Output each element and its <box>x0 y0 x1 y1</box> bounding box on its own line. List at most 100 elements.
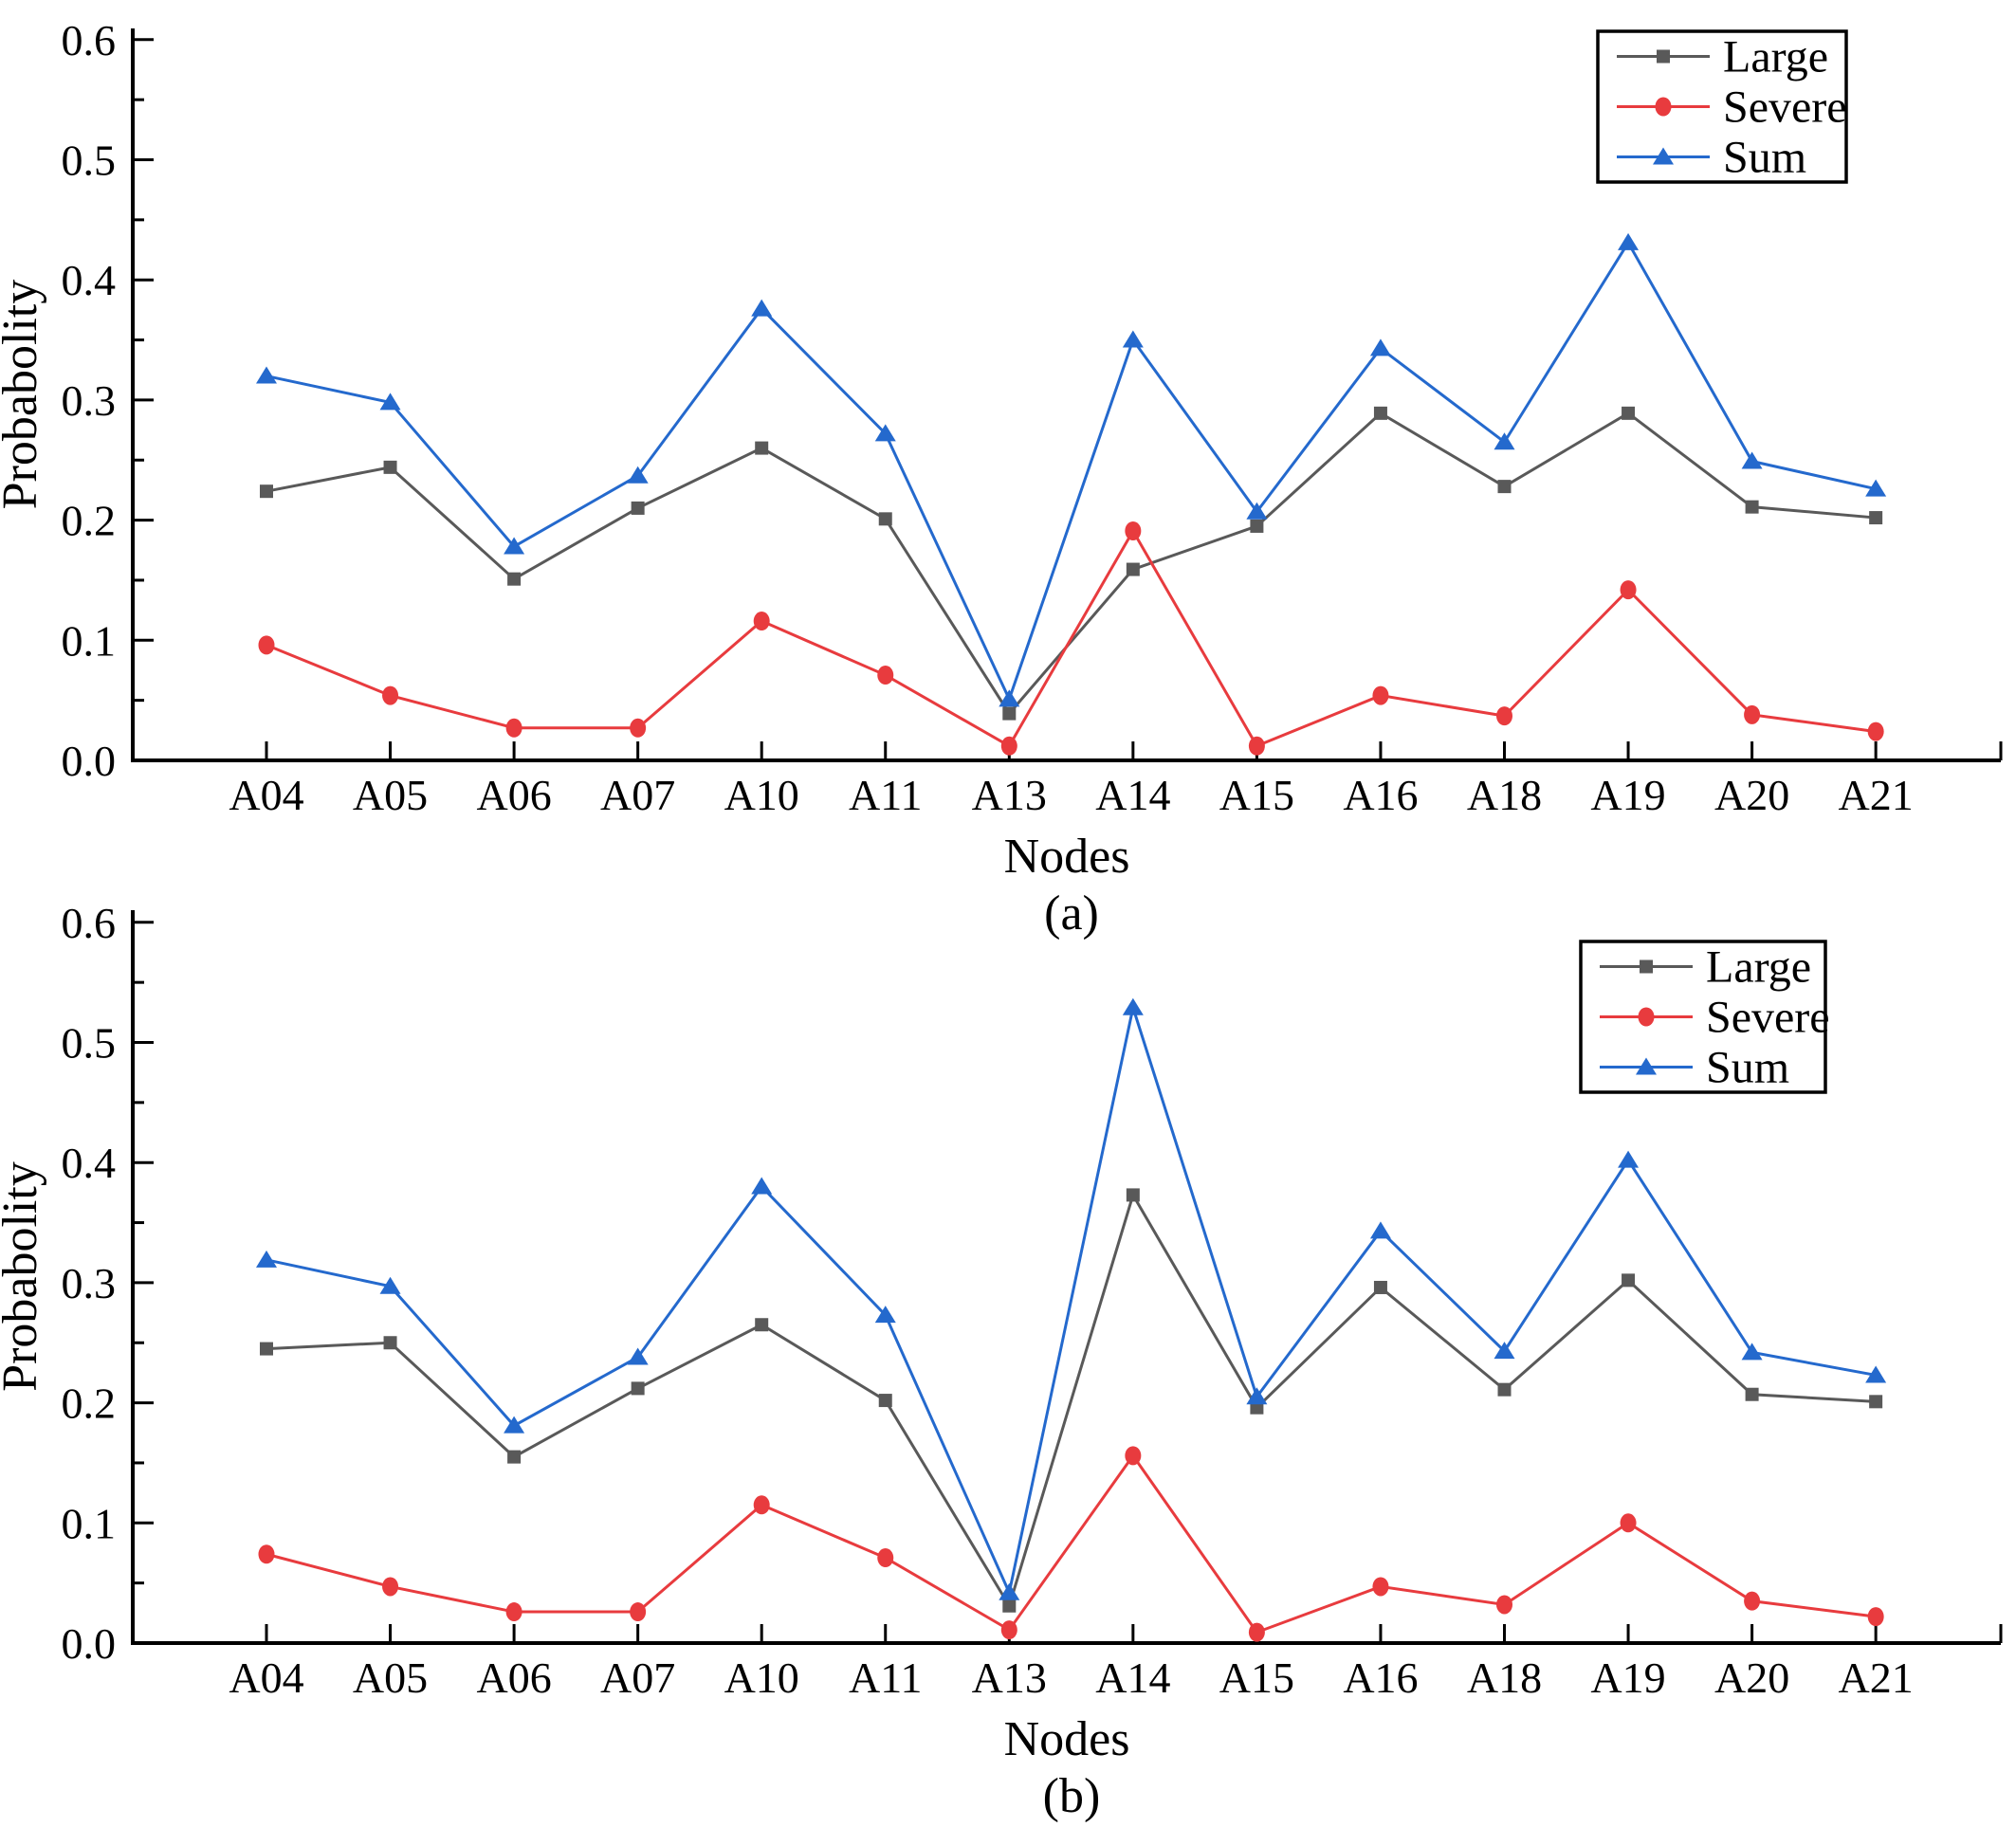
x-tick-label-b: A11 <box>849 1653 923 1702</box>
x-tick-label-b: A15 <box>1219 1653 1294 1702</box>
data-point-large-A13-b <box>1002 1599 1017 1613</box>
data-point-sum-A10-b <box>751 1177 773 1195</box>
legend-label-severe-b: Severe <box>1706 993 1830 1043</box>
data-point-severe-A16-a <box>1372 685 1389 705</box>
data-point-sum-A07-b <box>627 1347 649 1365</box>
legend-label-large-a: Large <box>1723 32 1828 82</box>
data-point-large-A04-a <box>260 484 273 499</box>
x-tick-label-b: A05 <box>353 1653 428 1702</box>
x-tick-label-a: A18 <box>1467 771 1542 819</box>
data-point-severe-A21-b <box>1867 1607 1884 1627</box>
data-point-large-A15-a <box>1250 519 1264 533</box>
data-point-severe-A18-a <box>1496 706 1512 726</box>
x-tick-label-a: A13 <box>972 771 1047 819</box>
x-tick-label-b: A13 <box>972 1653 1047 1702</box>
x-axis-title-a: Nodes <box>1004 830 1130 884</box>
y-tick-label-a: 0.3 <box>62 376 117 425</box>
data-point-sum-A11-b <box>874 1306 896 1324</box>
data-point-large-A10-a <box>755 441 769 455</box>
data-point-large-A14-b <box>1126 1188 1140 1202</box>
data-point-sum-A14-b <box>1122 997 1144 1015</box>
series-line-severe-b <box>266 1452 1877 1635</box>
data-point-large-A11-b <box>878 1394 892 1408</box>
y-tick-label-a: 0.6 <box>62 16 117 64</box>
data-point-large-A18-a <box>1497 480 1512 494</box>
y-tick-label-b: 0.6 <box>62 899 117 947</box>
y-tick-label-b: 0.2 <box>62 1379 117 1428</box>
x-tick-label-a: A15 <box>1219 771 1294 819</box>
x-tick-label-a: A21 <box>1839 771 1914 819</box>
data-point-sum-A04-a <box>256 366 277 384</box>
data-point-severe-A19-a <box>1620 580 1637 600</box>
data-point-sum-A21-a <box>1865 479 1887 497</box>
data-point-sum-A06-b <box>504 1416 525 1434</box>
y-tick-label-a: 0.2 <box>62 497 117 545</box>
data-point-sum-A11-a <box>874 424 896 442</box>
series-line-large-a <box>266 411 1877 717</box>
data-point-large-A19-a <box>1622 406 1636 420</box>
series-line-sum-a <box>266 239 1877 703</box>
x-tick-label-b: A14 <box>1095 1653 1170 1702</box>
x-tick-label-a: A06 <box>476 771 551 819</box>
data-point-severe-A07-a <box>630 718 647 738</box>
x-tick-label-a: A11 <box>849 771 923 819</box>
data-point-sum-A13-b <box>999 1582 1020 1600</box>
data-point-sum-A05-a <box>379 393 401 411</box>
y-tick-label-b: 0.3 <box>62 1259 117 1307</box>
data-point-severe-A14-a <box>1125 521 1142 541</box>
data-point-large-A21-a <box>1869 511 1883 525</box>
data-point-severe-A18-b <box>1496 1595 1512 1615</box>
data-point-large-A20-a <box>1745 500 1759 514</box>
data-point-large-A05-b <box>383 1336 397 1350</box>
y-tick-label-b: 0.5 <box>62 1019 117 1068</box>
legend-label-severe-a: Severe <box>1723 82 1847 133</box>
data-point-severe-A06-b <box>505 1602 522 1622</box>
data-point-severe-A04-b <box>258 1544 275 1564</box>
legend-marker-sum-a <box>1653 147 1674 165</box>
data-point-sum-A16-b <box>1369 1221 1391 1239</box>
x-tick-label-b: A06 <box>476 1653 551 1702</box>
data-point-severe-A20-b <box>1744 1591 1761 1611</box>
x-tick-label-b: A21 <box>1839 1653 1914 1702</box>
x-tick-label-b: A04 <box>229 1653 303 1702</box>
x-tick-label-a: A10 <box>724 771 799 819</box>
data-point-severe-A14-b <box>1125 1446 1142 1466</box>
y-tick-label-a: 0.5 <box>62 137 117 185</box>
data-point-severe-A19-b <box>1620 1513 1637 1533</box>
data-point-sum-A16-a <box>1369 338 1391 356</box>
panel-caption-b: (b) <box>1043 1769 1101 1822</box>
data-point-sum-A05-b <box>379 1276 401 1294</box>
data-point-large-A19-b <box>1622 1273 1636 1288</box>
data-point-severe-A16-b <box>1372 1577 1389 1597</box>
data-point-severe-A05-b <box>382 1577 399 1597</box>
data-point-large-A20-b <box>1745 1387 1759 1401</box>
data-point-severe-A13-b <box>1000 1620 1017 1640</box>
data-point-large-A04-b <box>260 1342 273 1356</box>
data-point-sum-A10-a <box>751 299 773 317</box>
y-tick-label-b: 0.0 <box>62 1619 117 1668</box>
data-point-severe-A15-a <box>1248 736 1265 756</box>
legend-label-large-b: Large <box>1706 942 1811 993</box>
data-point-large-A18-b <box>1497 1382 1512 1397</box>
series-line-severe-a <box>266 527 1877 748</box>
data-point-severe-A21-a <box>1867 722 1884 741</box>
data-point-severe-A13-a <box>1000 736 1017 756</box>
series-line-large-b <box>266 1191 1877 1610</box>
legend-marker-severe-b <box>1638 1007 1655 1027</box>
x-tick-label-a: A05 <box>353 771 428 819</box>
data-point-sum-A15-b <box>1246 1387 1268 1405</box>
y-tick-label-a: 0.1 <box>62 616 117 665</box>
legend-marker-sum-b <box>1636 1057 1657 1075</box>
data-point-sum-A19-a <box>1618 232 1640 250</box>
y-tick-label-a: 0.0 <box>62 737 117 785</box>
data-point-sum-A06-a <box>504 537 525 555</box>
x-axis-title-b: Nodes <box>1004 1712 1130 1766</box>
data-point-severe-A10-a <box>753 612 770 631</box>
data-point-large-A21-b <box>1869 1395 1883 1409</box>
series-line-sum-b <box>266 1001 1877 1598</box>
data-point-large-A06-a <box>507 572 522 586</box>
data-point-large-A06-b <box>507 1450 522 1464</box>
legend-marker-large-b <box>1640 959 1653 974</box>
